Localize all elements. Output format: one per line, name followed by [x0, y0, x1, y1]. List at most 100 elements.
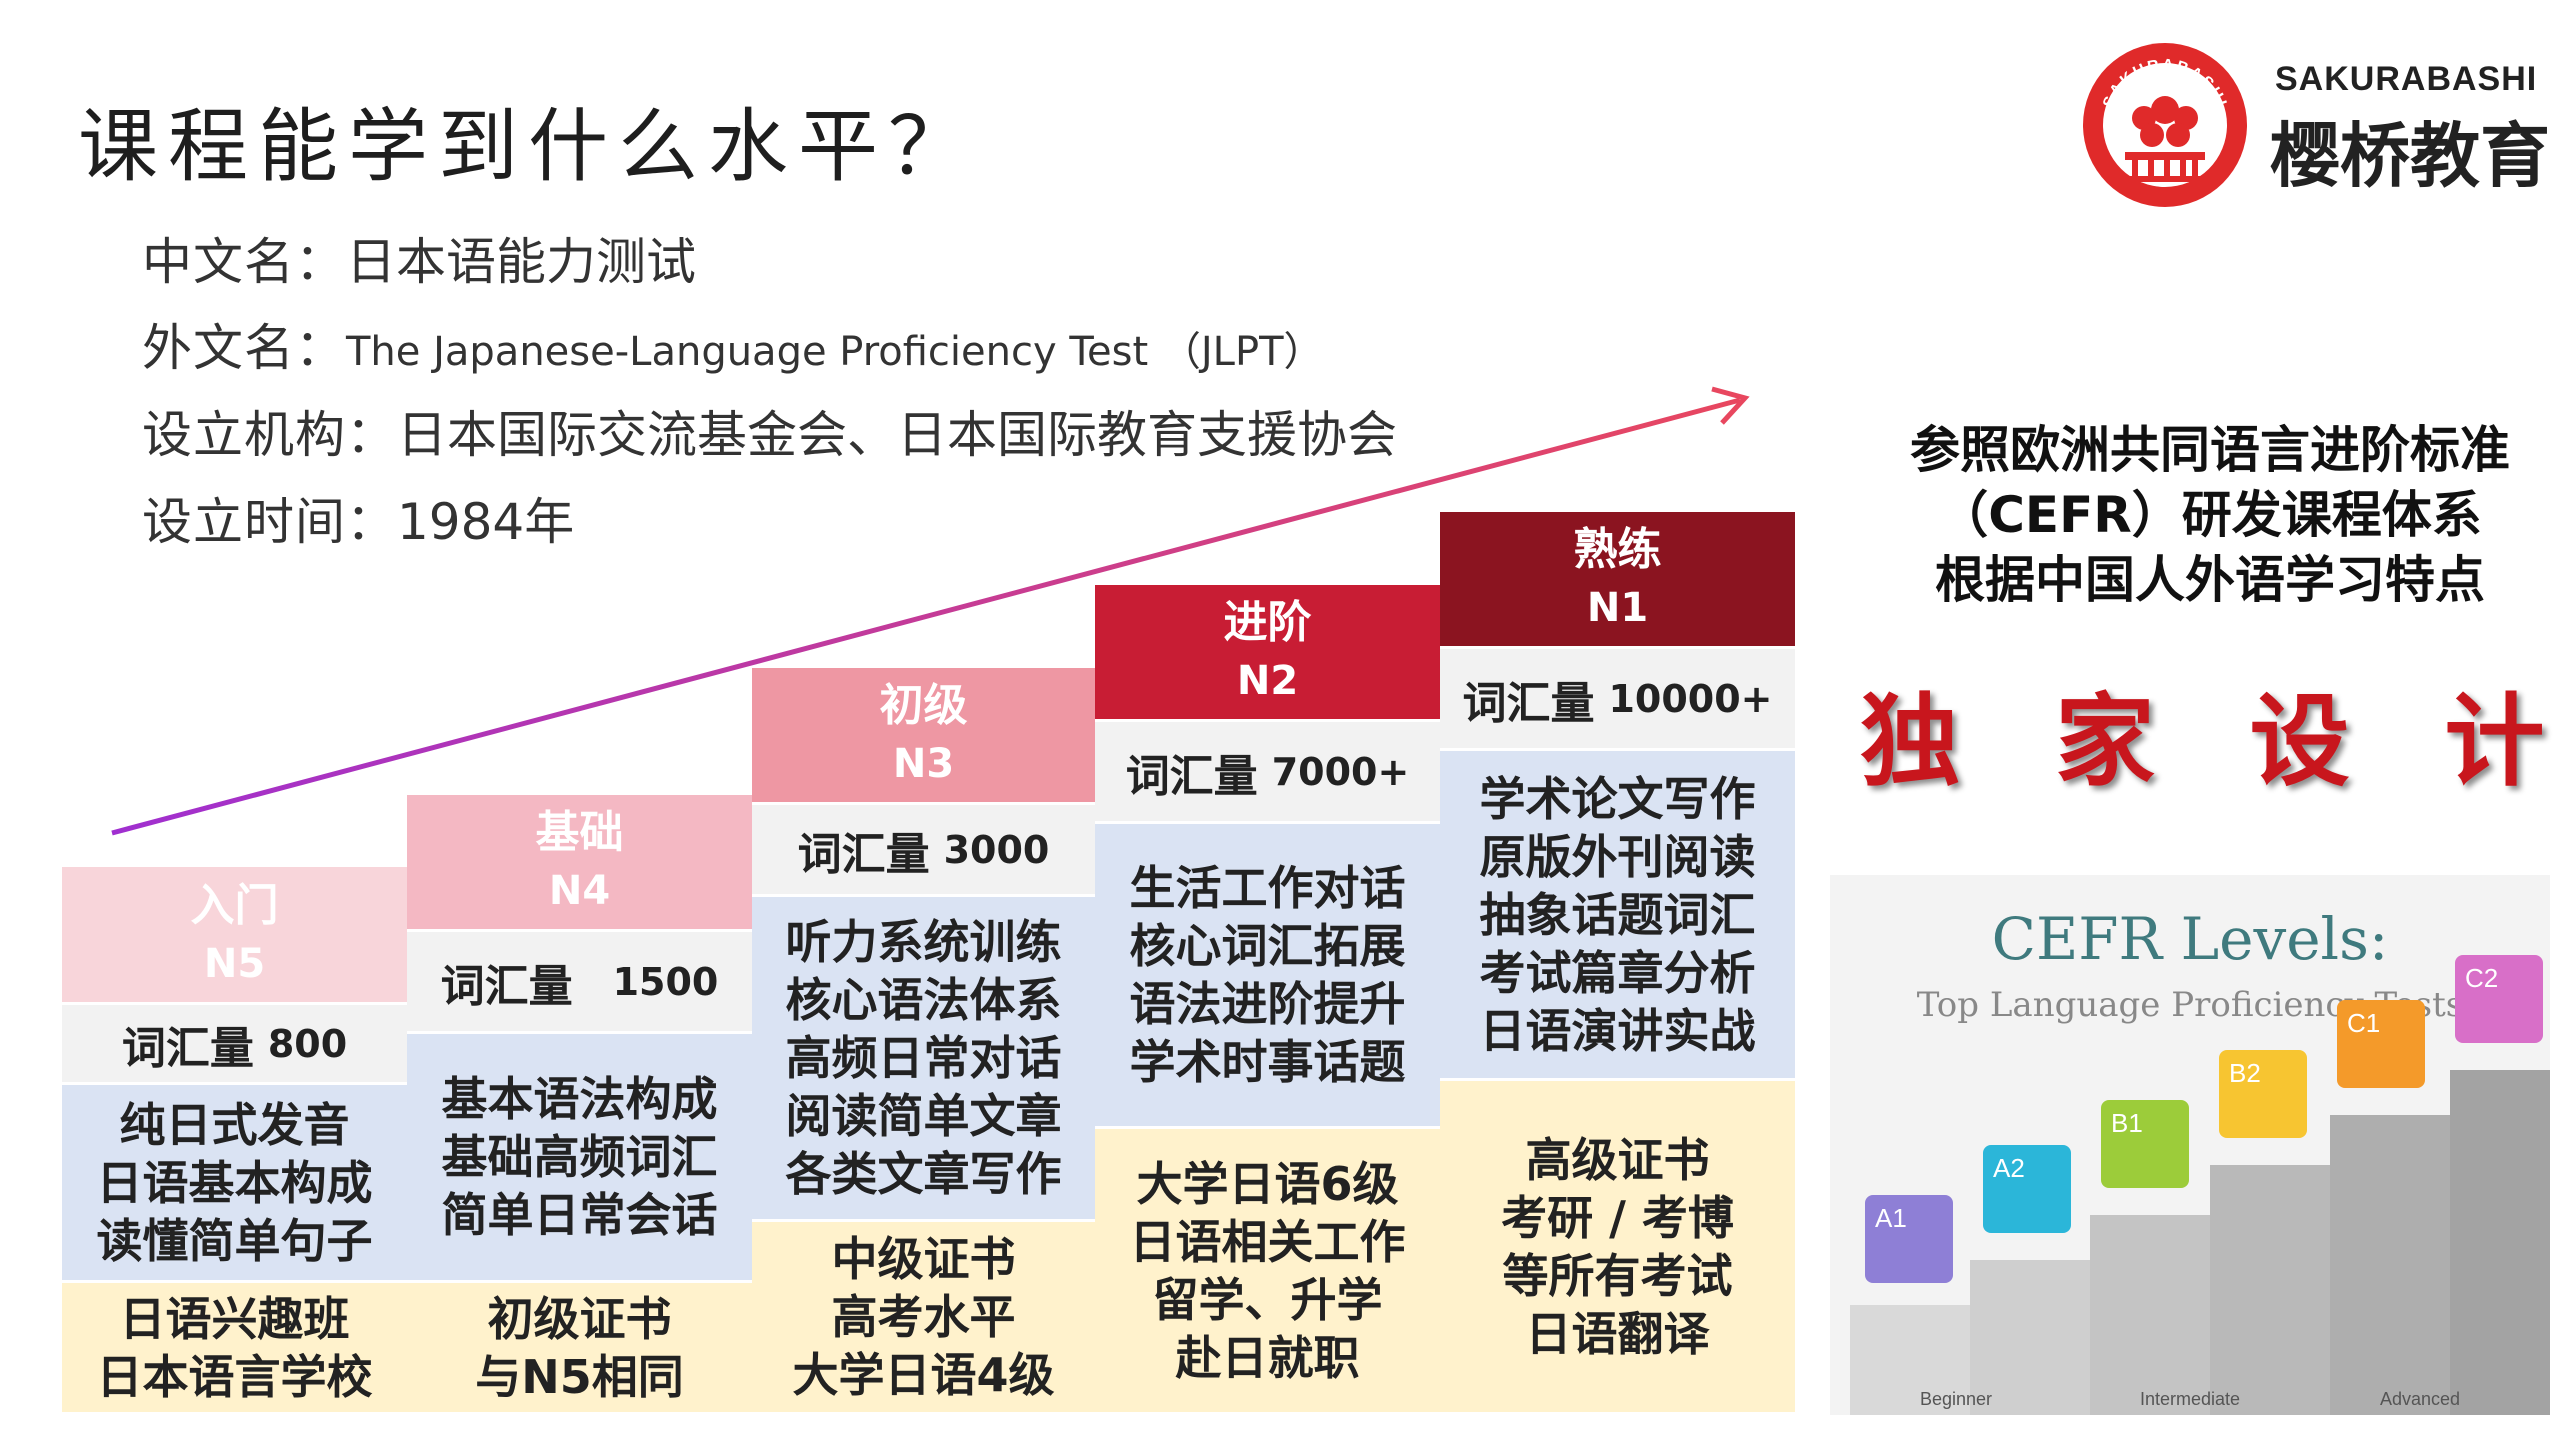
logo-name-en: SAKURABASHI [2275, 60, 2538, 98]
cert-item: 高级证书 [1525, 1132, 1710, 1187]
level-header: 入门 N5 [62, 867, 407, 1005]
vocab-value: 1500 [612, 959, 719, 1004]
vocab-value: 800 [267, 1021, 348, 1066]
cefr-level-box [2337, 1000, 2425, 1088]
info-value: 1984年 [397, 493, 575, 551]
level-column-n5: 入门 N5 词汇量 800 纯日式发音 日语基本构成 读懂简单句子 日语兴趣班 日… [62, 867, 410, 1415]
info-chinese-name: 中文名：日本语能力测试 [142, 222, 696, 294]
level-name: 初级 [879, 680, 968, 731]
skill-item: 基础高频词汇 [441, 1130, 718, 1184]
level-code: N3 [892, 741, 955, 787]
vocab-label: 词汇量 [797, 828, 930, 880]
skill-item: 听力系统训练 [785, 915, 1062, 969]
cert-item: 等所有考试 [1502, 1248, 1733, 1303]
logo-emblem: SAKURABASHI [2083, 43, 2247, 207]
level-column-n4: 基础 N4 词汇量 1500 基本语法构成 基础高频词汇 简单日常会话 初级证书 … [407, 795, 755, 1415]
cefr-band-label: Advanced [2380, 1389, 2460, 1409]
certs-list: 初级证书 与N5相同 [407, 1283, 752, 1415]
info-english-name: 外文名：The Japanese-Language Proficiency Te… [142, 308, 1324, 380]
level-code: N1 [1586, 585, 1649, 631]
skill-item: 阅读简单文章 [785, 1089, 1062, 1143]
skill-item: 纯日式发音 [119, 1097, 350, 1152]
skill-item: 简单日常会话 [441, 1188, 718, 1242]
cert-item: 高考水平 [831, 1290, 1016, 1344]
cefr-level-box [1865, 1195, 1953, 1283]
cert-item: 日语兴趣班 [119, 1291, 350, 1346]
info-established: 设立时间：1984年 [142, 482, 574, 554]
cefr-level-box [1983, 1145, 2071, 1233]
cert-item: 大学日语4级 [792, 1348, 1055, 1402]
info-value: 日本语能力测试 [346, 233, 696, 291]
level-name: 熟练 [1573, 524, 1662, 575]
vocab-row: 词汇量 800 [62, 1005, 407, 1085]
certs-list: 中级证书 高考水平 大学日语4级 [752, 1222, 1095, 1415]
level-name: 基础 [535, 807, 624, 858]
vocab-label: 词汇量 [121, 1022, 254, 1074]
skills-list: 纯日式发音 日语基本构成 读懂简单句子 [62, 1085, 407, 1283]
skills-list: 听力系统训练 核心语法体系 高频日常对话 阅读简单文章 各类文章写作 [752, 897, 1095, 1222]
level-column-n2: 进阶 N2 词汇量 7000+ 生活工作对话 核心词汇拓展 语法进阶提升 学术时事… [1095, 585, 1443, 1415]
info-key: 设立机构： [142, 406, 397, 464]
certs-list: 日语兴趣班 日本语言学校 [62, 1283, 407, 1415]
cert-item: 大学日语6级 [1136, 1156, 1399, 1211]
level-code: N5 [203, 940, 266, 987]
vocab-row: 词汇量 1500 [407, 932, 752, 1034]
level-code: N4 [548, 868, 611, 914]
level-header: 基础 N4 [407, 795, 752, 932]
info-key: 中文名： [142, 233, 346, 291]
skill-item: 生活工作对话 [1129, 861, 1406, 915]
info-value: 日本国际交流基金会、日本国际教育支援协会 [397, 406, 1397, 464]
cert-item: 中级证书 [831, 1232, 1016, 1286]
skill-item: 各类文章写作 [785, 1147, 1062, 1201]
skill-item: 高频日常对话 [785, 1031, 1062, 1085]
cefr-level-box [2101, 1100, 2189, 1188]
vocab-label: 词汇量 [1125, 750, 1258, 802]
cefr-level-label: A2 [1993, 1153, 2025, 1183]
skill-item: 学术时事话题 [1129, 1035, 1406, 1089]
level-name: 进阶 [1223, 597, 1312, 648]
cefr-title: CEFR Levels: [1991, 905, 2389, 973]
cert-item: 留学、升学 [1152, 1272, 1383, 1327]
skill-item: 日语演讲实战 [1479, 1003, 1756, 1058]
info-value: The Japanese-Language Proficiency Test （… [346, 329, 1324, 375]
level-header: 初级 N3 [752, 668, 1095, 805]
level-name: 入门 [190, 879, 279, 931]
cefr-level-label: B2 [2229, 1058, 2261, 1088]
cefr-level-box [2455, 955, 2543, 1043]
cefr-level-label: C2 [2465, 963, 2498, 993]
skill-item: 原版外刊阅读 [1479, 829, 1756, 884]
skill-item: 核心语法体系 [785, 973, 1062, 1027]
skills-list: 生活工作对话 核心词汇拓展 语法进阶提升 学术时事话题 [1095, 824, 1440, 1129]
vocab-row: 词汇量 10000+ [1440, 649, 1795, 751]
cefr-note-line1: 参照欧洲共同语言进阶标准 [1910, 421, 2510, 479]
cert-item: 与N5相同 [475, 1349, 684, 1404]
cert-item: 初级证书 [487, 1291, 672, 1346]
cefr-level-label: C1 [2347, 1008, 2380, 1038]
vocab-row: 词汇量 7000+ [1095, 722, 1440, 824]
cefr-band-label: Intermediate [2140, 1389, 2240, 1409]
skill-item: 基本语法构成 [441, 1072, 718, 1126]
skills-list: 学术论文写作 原版外刊阅读 抽象话题词汇 考试篇章分析 日语演讲实战 [1440, 751, 1795, 1081]
level-column-n3: 初级 N3 词汇量 3000 听力系统训练 核心语法体系 高频日常对话 阅读简单文… [752, 668, 1098, 1415]
cefr-band-label: Beginner [1920, 1389, 1992, 1409]
cefr-note-line2: （CEFR）研发课程体系 [1938, 486, 2482, 544]
cert-item: 日语相关工作 [1129, 1214, 1406, 1269]
level-code: N2 [1236, 658, 1299, 704]
level-column-n1: 熟练 N1 词汇量 10000+ 学术论文写作 原版外刊阅读 抽象话题词汇 考试篇… [1440, 512, 1795, 1415]
skill-item: 抽象话题词汇 [1479, 887, 1756, 942]
vocab-value: 7000+ [1271, 749, 1410, 794]
level-header: 进阶 N2 [1095, 585, 1440, 722]
cert-item: 日本语言学校 [96, 1349, 373, 1404]
skill-item: 读懂简单句子 [96, 1213, 373, 1268]
cefr-staircase: A1 A2 B1 B2 C1 C2 Beginner Intermediate Advance… [1850, 955, 2550, 1415]
cert-item: 日语翻译 [1525, 1306, 1710, 1361]
vocab-value: 10000+ [1608, 676, 1773, 721]
exclusive-design-text: 独 家 设 计 [1860, 683, 2560, 800]
vocab-value: 3000 [943, 827, 1050, 872]
cert-item: 考研 / 考博 [1501, 1190, 1734, 1245]
certs-list: 大学日语6级 日语相关工作 留学、升学 赴日就职 [1095, 1129, 1440, 1415]
skill-item: 语法进阶提升 [1129, 977, 1406, 1031]
level-header: 熟练 N1 [1440, 512, 1795, 649]
info-key: 设立时间： [142, 493, 397, 551]
cefr-levels-image: CEFR Levels: Top Language Proficiency Te… [1830, 875, 2550, 1415]
